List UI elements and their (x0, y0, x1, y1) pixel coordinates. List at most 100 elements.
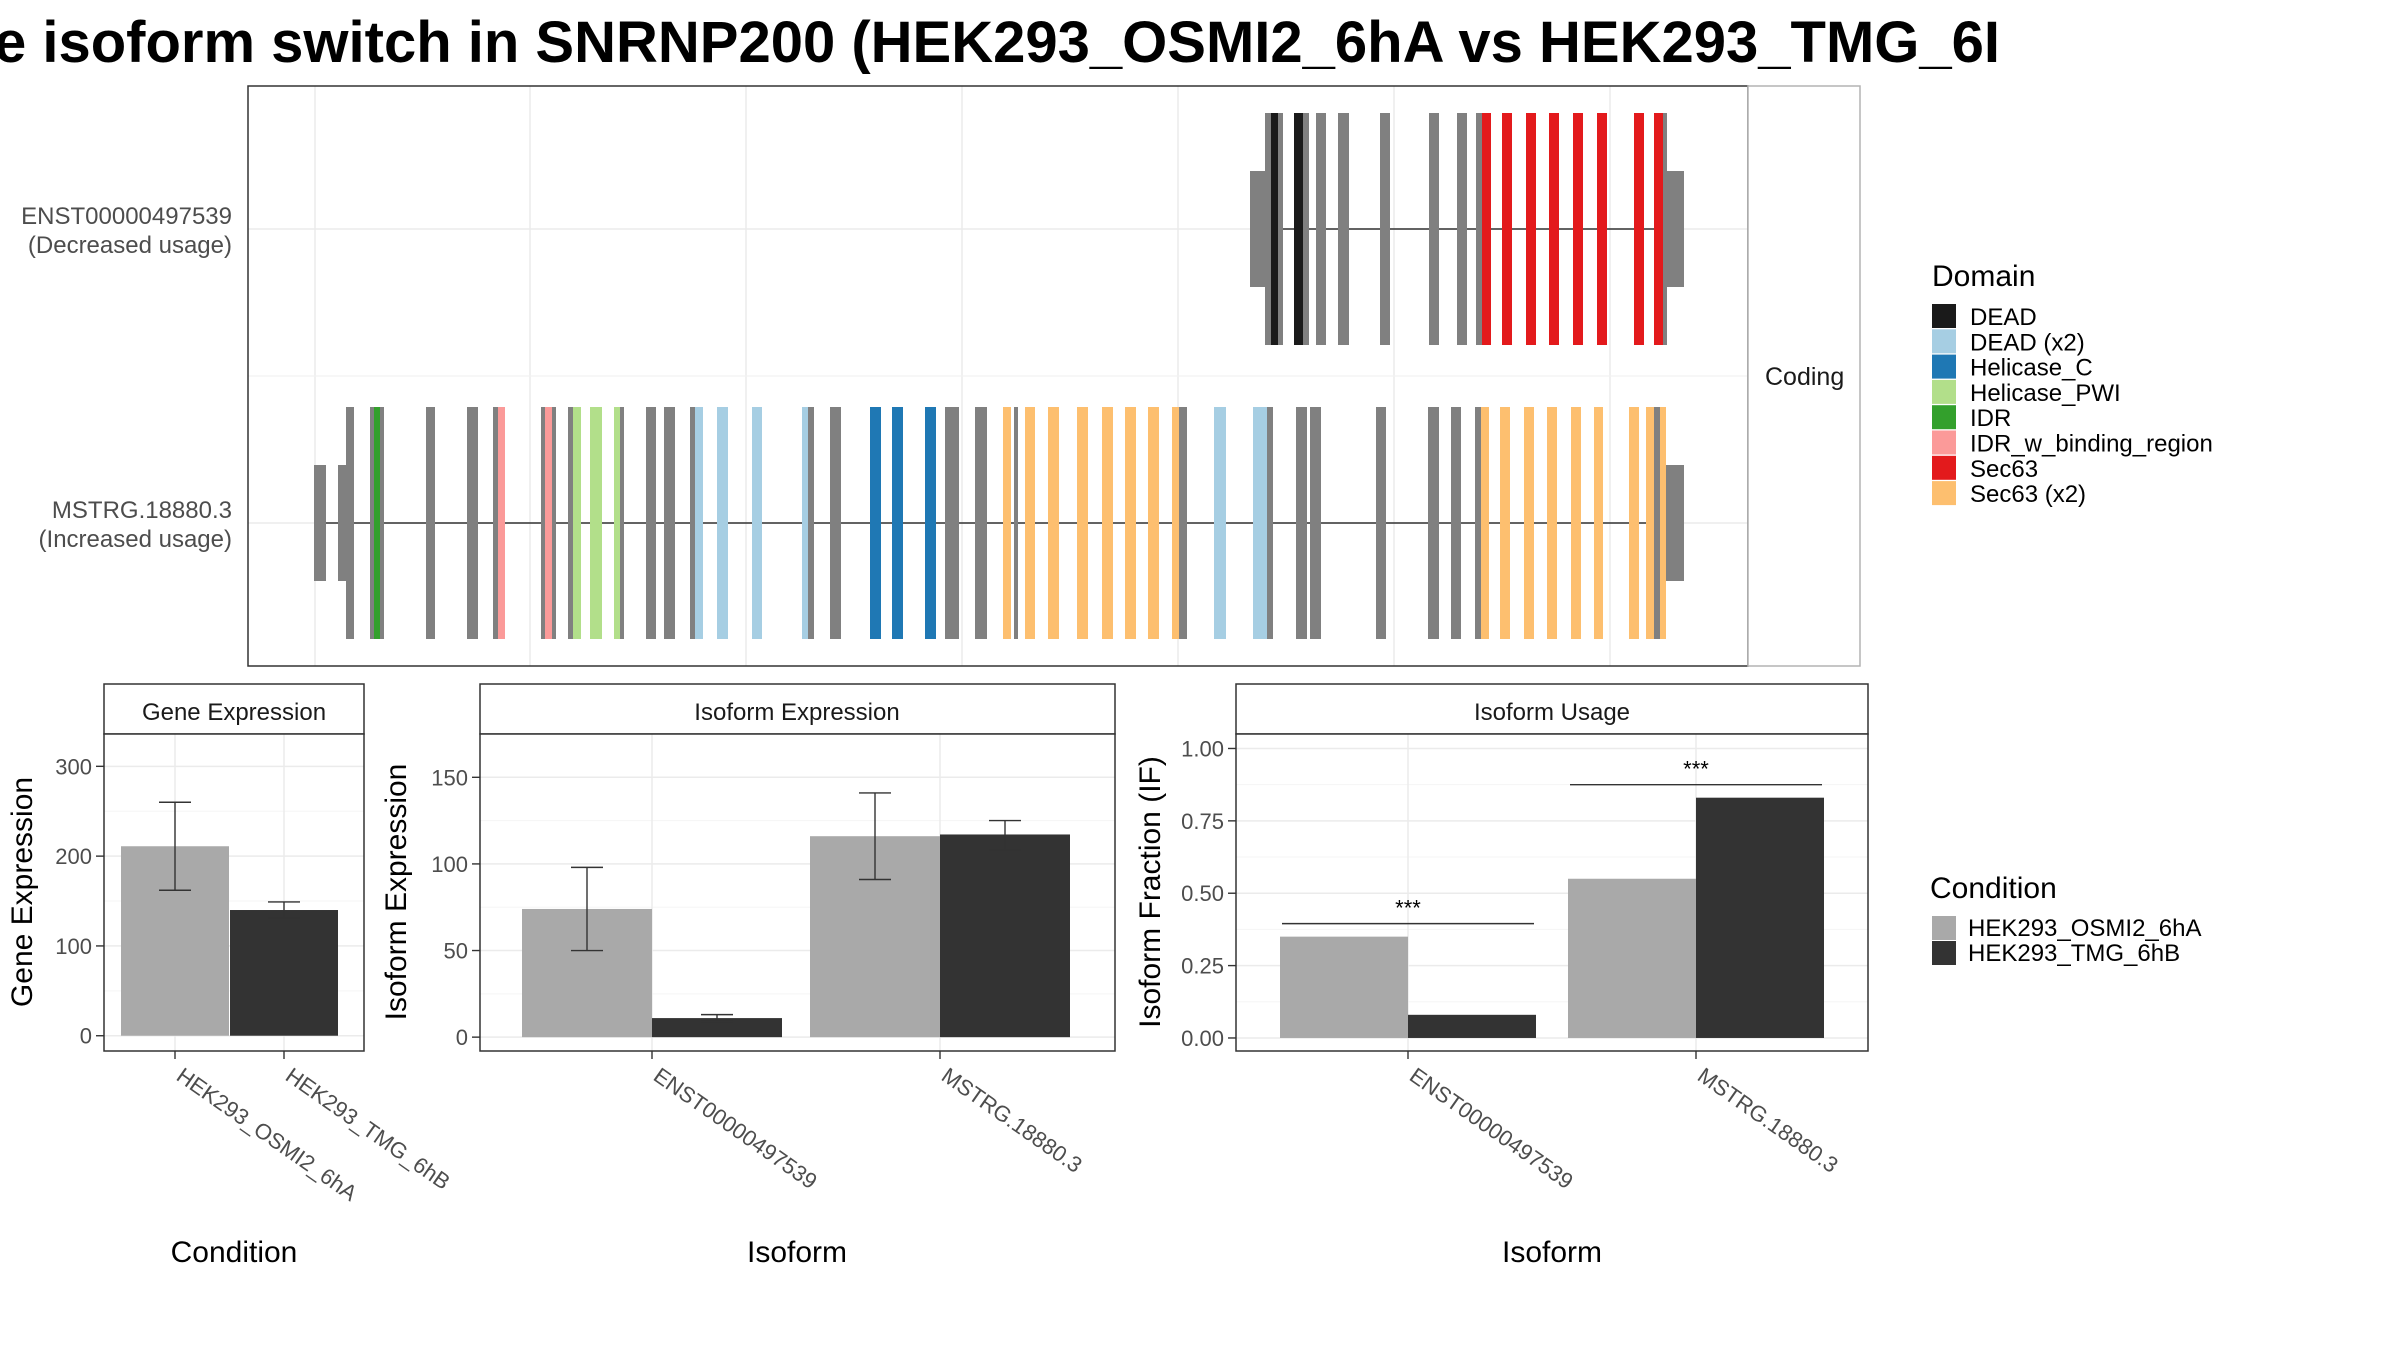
chart-0-xtick-label-0: HEK293_OSMI2_6hA (172, 1063, 362, 1206)
exon-2-13 (568, 407, 573, 639)
exon-1-10 (1457, 113, 1467, 345)
chart-2-bar-s0-0 (1280, 936, 1408, 1038)
chart-2-strip (1235, 683, 1869, 735)
chart-2-xlabel: Isoform (1502, 1236, 1602, 1269)
exon-2-50 (1475, 407, 1481, 639)
exon-2-28 (892, 407, 903, 639)
chart-2-ytick-label-0: 0.00 (1181, 1026, 1224, 1051)
chart-1-xtick-label-0: ENST00000497539 (649, 1063, 822, 1194)
condition-legend-label-1: HEK293_TMG_6hB (1968, 940, 2180, 967)
exon-2-33 (1014, 407, 1018, 639)
exon-1-14 (1526, 113, 1536, 345)
chart-2-sig-label-0: *** (1395, 896, 1421, 921)
exon-1-9 (1429, 113, 1439, 345)
exon-2-59 (1654, 407, 1660, 639)
exon-1-15 (1549, 113, 1559, 345)
exon-2-35 (1048, 407, 1059, 639)
isoform-label-2-note: (Increased usage) (39, 526, 232, 553)
exon-2-37 (1102, 407, 1113, 639)
exon-1-3 (1278, 113, 1283, 345)
domain-legend-title: Domain (1932, 260, 2035, 293)
chart-2-border (1235, 733, 1869, 1052)
domain-legend-key-0 (1932, 304, 1956, 328)
chart-2-bar-s1-0 (1408, 1014, 1536, 1038)
chart-2-bar-s0-1 (1568, 878, 1696, 1038)
exon-2-20 (690, 407, 695, 639)
exon-2-55 (1571, 407, 1581, 639)
structure-tracks (314, 113, 1684, 639)
exon-2-56 (1594, 407, 1603, 639)
chart-1-ytick-label-1: 50 (444, 939, 468, 964)
exon-2-9 (498, 407, 505, 639)
chart-1-border (479, 733, 1116, 1052)
exon-2-4 (374, 407, 380, 639)
condition-legend-key-0 (1932, 916, 1956, 940)
exon-2-41 (1179, 407, 1187, 639)
exon-2-58 (1646, 407, 1654, 639)
chart-2-ytick-label-3: 0.75 (1181, 809, 1224, 834)
exon-2-6 (426, 407, 435, 639)
exon-2-49 (1451, 407, 1461, 639)
exon-1-5 (1303, 113, 1309, 345)
exon-2-43 (1253, 407, 1267, 639)
chart-2-bar-s1-1 (1696, 797, 1824, 1038)
exon-2-19 (664, 407, 675, 639)
domain-legend-label-2: Helicase_C (1970, 355, 2093, 382)
isoform-usage-chart: Isoform Usage *** *** 0.00 0.25 0.50 0.75 1.00 E… (1134, 683, 1869, 1269)
exon-1-18 (1634, 113, 1644, 345)
exon-2-7 (467, 407, 478, 639)
exon-2-5 (380, 407, 384, 639)
exon-1-4 (1294, 113, 1303, 345)
condition-legend-key-1 (1932, 941, 1956, 965)
chart-2-xtick-label-1: MSTRG.18880.3 (1693, 1063, 1843, 1178)
chart-2-title: Isoform Usage (1474, 699, 1630, 726)
exon-2-48 (1428, 407, 1439, 639)
chart-1-ytick-label-0: 0 (456, 1025, 468, 1050)
exon-2-44 (1267, 407, 1273, 639)
exon-2-53 (1524, 407, 1534, 639)
exon-2-17 (620, 407, 624, 639)
exon-2-39 (1148, 407, 1159, 639)
figure-title: e isoform switch in SNRNP200 (HEK293_OSM… (0, 10, 2000, 75)
exon-2-22 (717, 407, 728, 639)
exon-2-8 (493, 407, 498, 639)
exon-2-10 (541, 407, 545, 639)
exon-2-46 (1310, 407, 1321, 639)
domain-legend-key-1 (1932, 329, 1956, 354)
exon-2-24 (802, 407, 808, 639)
chart-1-xtick-label-1: MSTRG.18880.3 (937, 1063, 1087, 1178)
isoform-structure-panel: Coding ENST00000497539 (Decreased usage)… (21, 85, 1861, 667)
exon-2-30 (945, 407, 959, 639)
chart-2-sig-label-1: *** (1683, 757, 1709, 782)
exon-1-12 (1482, 113, 1491, 345)
domain-legend-label-1: DEAD (x2) (1970, 329, 2085, 356)
chart-1-title: Isoform Expression (694, 699, 899, 726)
chart-2-ytick-label-2: 0.50 (1181, 881, 1224, 906)
exon-2-23 (752, 407, 762, 639)
exon-2-11 (545, 407, 552, 639)
exon-2-31 (975, 407, 987, 639)
exon-2-40 (1172, 407, 1179, 639)
exon-2-2 (346, 407, 354, 639)
chart-0-xlabel: Condition (171, 1236, 298, 1269)
domain-legend-label-4: IDR (1970, 405, 2011, 432)
chart-0-bar-1 (230, 910, 338, 1036)
chart-1-strip (479, 683, 1116, 735)
exon-2-14 (573, 407, 581, 639)
condition-legend-title: Condition (1930, 872, 2057, 905)
exon-1-11 (1476, 113, 1482, 345)
exon-2-38 (1125, 407, 1136, 639)
domain-legend-key-7 (1932, 481, 1956, 506)
domain-legend-key-6 (1932, 455, 1956, 480)
isoform-expression-chart: Isoform Expression 0 50 100 150 ENST000004975… (380, 683, 1116, 1269)
exon-1-17 (1597, 113, 1607, 345)
exon-2-18 (646, 407, 656, 639)
domain-legend-key-2 (1932, 354, 1956, 379)
exon-1-7 (1338, 113, 1349, 345)
chart-0-border (103, 733, 365, 1052)
isoform-label-2-name: MSTRG.18880.3 (52, 497, 232, 524)
exon-2-36 (1077, 407, 1088, 639)
domain-legend-label-0: DEAD (1970, 304, 2037, 331)
